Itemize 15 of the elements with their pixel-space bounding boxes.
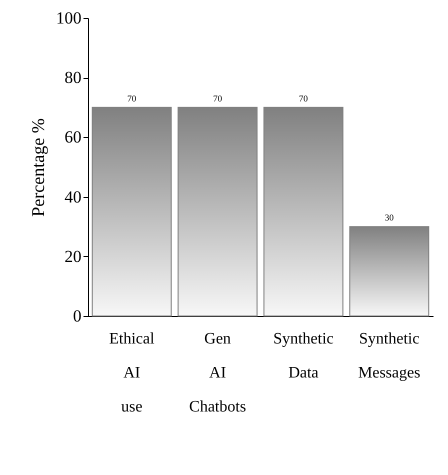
y-tick-label: 80	[64, 68, 82, 88]
y-tick-label: 60	[64, 128, 82, 147]
x-tick-label: Gen AI Chatbots	[189, 330, 246, 416]
data-label: 30	[384, 212, 394, 223]
y-axis-title: Percentage %	[28, 118, 48, 217]
x-tick-label: Synthetic Messages	[358, 330, 420, 382]
y-tick-label: 100	[56, 8, 82, 28]
x-tick-label: Ethical AI use	[109, 330, 155, 416]
x-tick-label: Synthetic Data	[273, 330, 334, 382]
y-tick-label: 40	[64, 187, 82, 206]
data-label: 70	[298, 93, 308, 104]
data-label: 70	[127, 93, 137, 104]
y-tick-label: 0	[73, 306, 82, 326]
data-label: 70	[213, 93, 223, 104]
y-tick-label: 20	[64, 246, 82, 266]
